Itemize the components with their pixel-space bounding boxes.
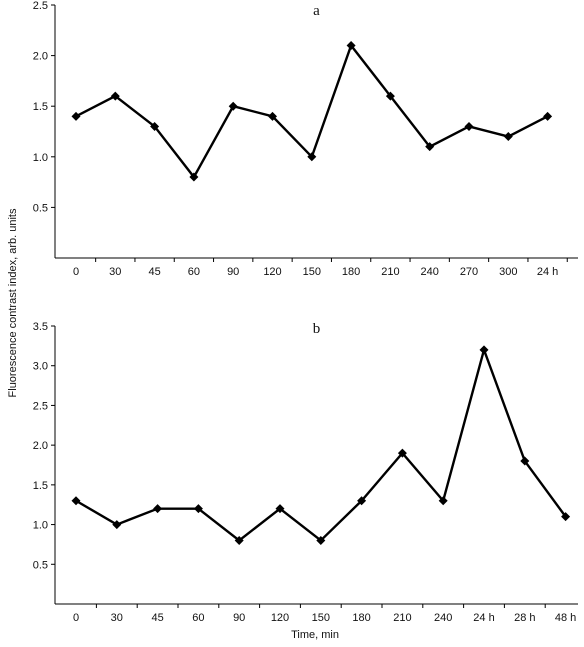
y-tick-label: 2.0 [33,440,48,452]
x-tick-label: 180 [342,266,360,278]
x-tick-label: 90 [227,266,239,278]
data-point [385,91,395,101]
x-tick-label: 150 [303,266,321,278]
x-tick-label: 60 [188,266,200,278]
data-point [316,535,326,545]
data-point [503,132,513,142]
data-point [425,142,435,152]
y-tick-label: 0.5 [33,202,48,214]
data-point [543,111,553,121]
data-point [193,504,203,514]
x-tick-label: 28 h [514,612,535,624]
x-tick-label: 24 h [473,612,494,624]
data-point [112,520,122,530]
data-point [110,91,120,101]
y-tick-label: 2.5 [33,400,48,412]
y-tick-label: 1.5 [33,101,48,113]
data-point [275,504,285,514]
data-point [464,121,474,131]
data-point [189,172,199,182]
x-tick-label: 270 [460,266,478,278]
data-point [153,504,163,514]
x-tick-label: 0 [73,266,79,278]
data-point [307,152,317,162]
x-axis-title: Time, min [291,629,339,641]
y-tick-label: 3.5 [33,321,48,333]
x-tick-label: 30 [111,612,123,624]
x-tick-label: 45 [151,612,163,624]
data-point [71,111,81,121]
panel-label: b [313,321,321,337]
data-point [228,101,238,111]
panel-label: a [313,3,320,19]
data-point [150,121,160,131]
x-tick-label: 30 [109,266,121,278]
x-tick-label: 210 [381,266,399,278]
data-point [357,496,367,506]
data-point [479,345,489,355]
y-tick-label: 2.5 [33,0,48,12]
y-tick-label: 3.0 [33,361,48,373]
x-tick-label: 120 [263,266,281,278]
chart-panel-b: b 0.5 1.0 1.5 2.0 2.5 3.0 3.5 0 30 45 60 90 120 150 180… [33,321,578,624]
data-point [520,456,530,466]
x-tick-label: 45 [148,266,160,278]
x-tick-label: 210 [393,612,411,624]
x-tick-label: 180 [352,612,370,624]
x-tick-label: 24 h [537,266,558,278]
y-tick-label: 1.0 [33,152,48,164]
x-tick-label: 0 [73,612,79,624]
x-tick-label: 48 h [555,612,576,624]
y-tick-label: 1.5 [33,480,48,492]
y-tick-label: 1.0 [33,520,48,532]
series-line [75,345,567,543]
x-tick-label: 240 [421,266,439,278]
x-tick-label: 120 [271,612,289,624]
chart-panel-a: a 0.5 1.0 1.5 2.0 2.5 0 30 45 60 90 120 150 180 210 240… [33,0,578,278]
data-point [71,496,81,506]
x-tick-label: 300 [499,266,517,278]
y-tick-label: 0.5 [33,559,48,571]
y-tick-label: 2.0 [33,51,48,63]
x-tick-label: 90 [233,612,245,624]
data-point [561,512,571,522]
x-tick-label: 60 [192,612,204,624]
x-tick-label: 150 [312,612,330,624]
y-axis-title: Fluorescence contrast index, arb. units [7,208,19,397]
data-point [346,40,356,50]
data-point [397,448,407,458]
data-point [234,535,244,545]
x-tick-label: 240 [434,612,452,624]
data-point [438,496,448,506]
data-point [268,111,277,121]
